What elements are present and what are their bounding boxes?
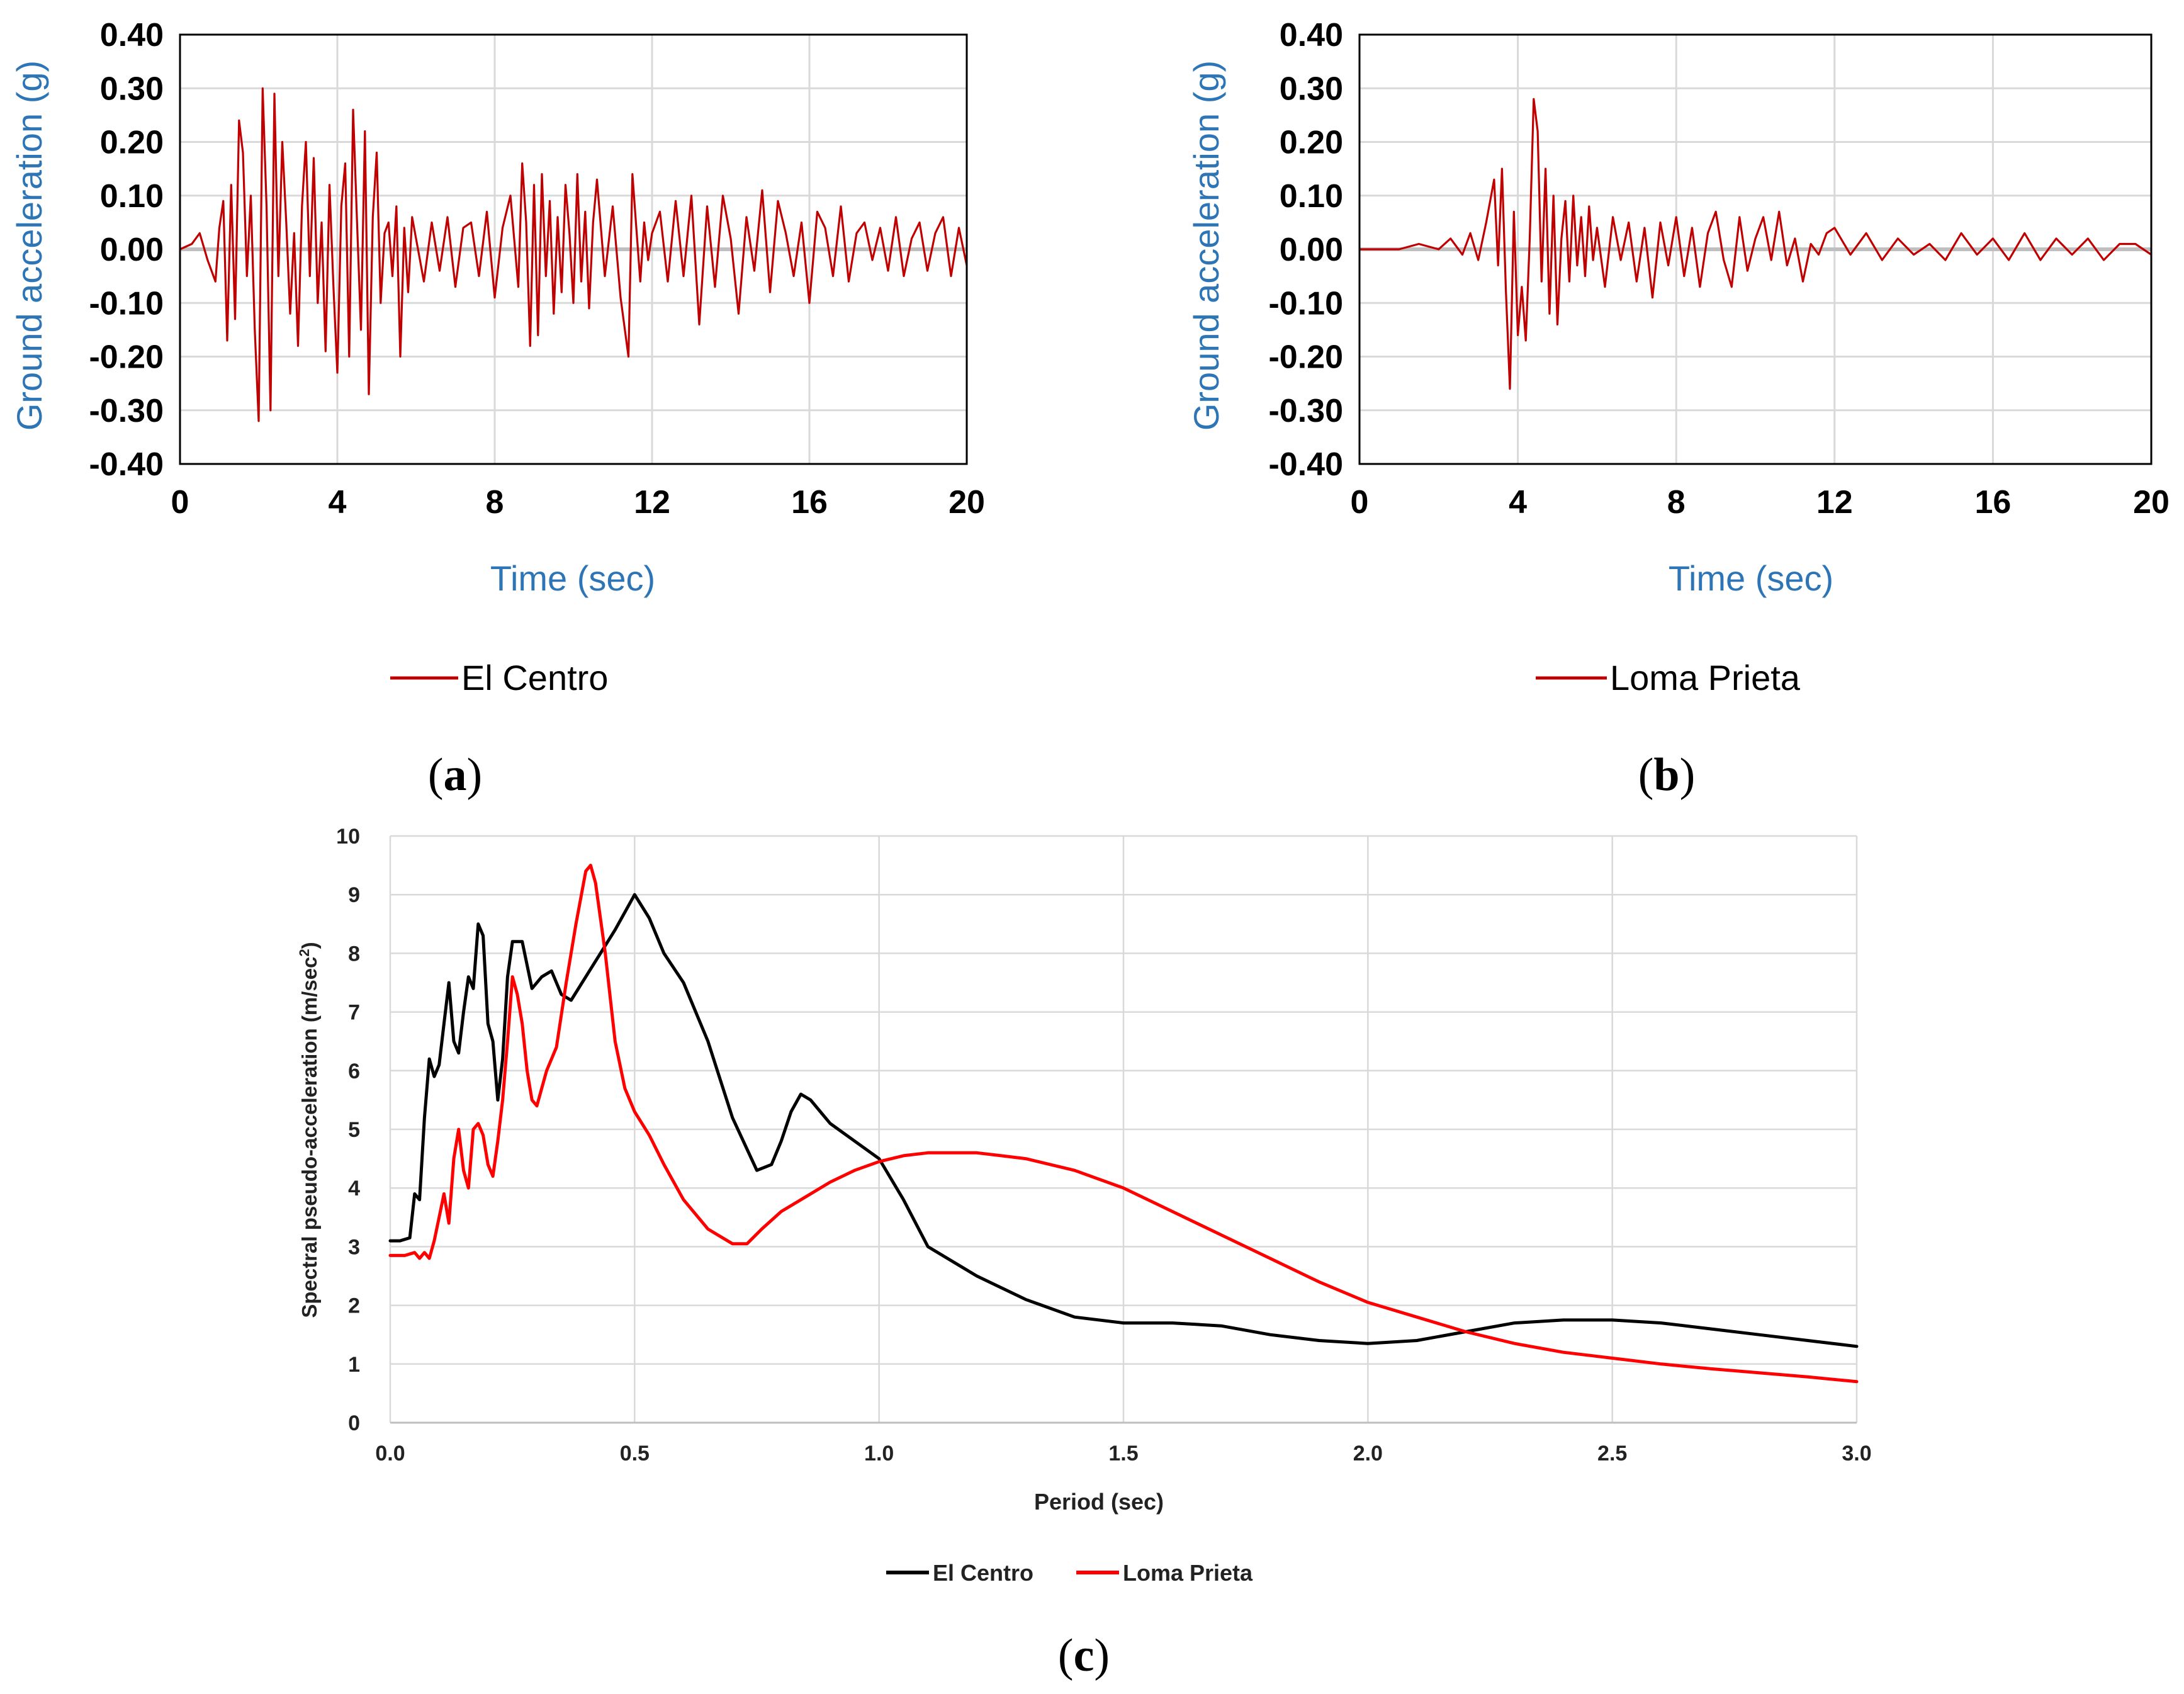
y-tick-label: -0.20 — [89, 339, 164, 376]
x-tick-label: 16 — [1974, 484, 2011, 521]
panel-b-series — [1358, 98, 2153, 390]
y-tick-label: 7 — [348, 1001, 360, 1025]
y-tick-label: -0.10 — [1268, 285, 1343, 322]
x-tick-label: 0.5 — [620, 1442, 650, 1465]
panel-b-label-letter: b — [1653, 749, 1679, 801]
y-tick-label: -0.40 — [89, 446, 164, 483]
y-tick-label: -0.30 — [89, 393, 164, 429]
y-tick-label: 8 — [348, 942, 360, 966]
x-tick-label: 2.0 — [1353, 1442, 1383, 1465]
x-tick-label: 4 — [329, 484, 347, 521]
panel-b-y-tick-labels: 0.40 0.30 0.20 0.10 0.00 -0.10 -0.20 -0.30 -0.40 — [1268, 17, 1343, 483]
legend-label-el-centro-a: El Centro — [461, 658, 608, 697]
y-tick-label: 0.40 — [1280, 17, 1343, 54]
panel-c-y-axis-title-end: ) — [298, 942, 321, 949]
y-tick-label: 0.40 — [100, 17, 164, 54]
panel-a-plot-frame — [179, 33, 968, 465]
panel-a-series — [179, 87, 968, 422]
panel-b-x-axis-title: Time (sec) — [1669, 558, 1833, 598]
panel-c-label: (c) — [1058, 1630, 1110, 1681]
y-tick-label: 0.00 — [100, 232, 164, 268]
x-tick-label: 20 — [948, 484, 985, 521]
x-tick-label: 12 — [634, 484, 670, 521]
y-tick-label: -0.30 — [1268, 393, 1343, 429]
panel-a-label-letter: a — [444, 749, 467, 801]
x-tick-label: 0.0 — [375, 1442, 405, 1465]
y-tick-label: 0.10 — [100, 178, 164, 215]
legend-label-loma-prieta-b: Loma Prieta — [1610, 658, 1801, 697]
y-tick-label: 4 — [348, 1177, 360, 1200]
x-tick-label: 20 — [2133, 484, 2170, 521]
series-line-el-centro — [179, 87, 968, 422]
panel-c-y-axis-title: Spectral pseudo-acceleration (m/sec2) — [296, 942, 321, 1318]
y-tick-label: 0.10 — [1280, 178, 1343, 215]
y-tick-label: 0.30 — [1280, 71, 1343, 107]
y-tick-label: -0.10 — [89, 285, 164, 322]
y-tick-label: 0 — [348, 1411, 360, 1435]
series-line-loma-prieta — [388, 864, 1859, 1384]
y-tick-label: 0.30 — [100, 71, 164, 107]
y-tick-label: 9 — [348, 883, 360, 907]
panel-c-legend: El Centro Loma Prieta — [886, 1560, 1253, 1586]
y-tick-label: 6 — [348, 1059, 360, 1083]
x-tick-label: 4 — [1509, 484, 1527, 521]
y-tick-label: 3 — [348, 1235, 360, 1259]
x-tick-label: 16 — [791, 484, 828, 521]
y-tick-label: 1 — [348, 1353, 360, 1377]
series-line-el-centro — [388, 893, 1859, 1348]
panel-b-label: (b) — [1638, 749, 1695, 801]
panel-a-label: (a) — [428, 749, 482, 801]
panel-a-y-tick-labels: 0.40 0.30 0.20 0.10 0.00 -0.10 -0.20 -0.30 -0.40 — [89, 17, 164, 483]
panel-c-x-axis-title: Period (sec) — [1034, 1489, 1164, 1515]
y-tick-label: 0.20 — [100, 125, 164, 161]
y-tick-label: 0.00 — [1280, 232, 1343, 268]
panel-a-x-tick-labels: 0 4 8 12 16 20 — [171, 484, 985, 521]
x-tick-label: 8 — [1667, 484, 1686, 521]
panel-c-y-axis-title-sup: 2 — [296, 949, 312, 956]
panel-a: 0.40 0.30 0.20 0.10 0.00 -0.10 -0.20 -0.30 -0.40… — [9, 17, 985, 801]
series-line-loma-prieta — [1358, 98, 2153, 390]
x-tick-label: 2.5 — [1597, 1442, 1627, 1465]
y-tick-label: -0.40 — [1268, 446, 1343, 483]
panel-a-y-axis-title: Ground acceleration (g) — [9, 60, 49, 431]
x-tick-label: 3.0 — [1842, 1442, 1871, 1465]
x-tick-label: 8 — [486, 484, 504, 521]
x-tick-label: 0 — [171, 484, 189, 521]
x-tick-label: 12 — [1816, 484, 1853, 521]
panel-c-y-axis-title-text: Spectral pseudo-acceleration (m/sec — [298, 957, 321, 1318]
y-tick-label: 0.20 — [1280, 125, 1343, 161]
panel-b-y-axis-title: Ground acceleration (g) — [1186, 60, 1226, 431]
panel-b: 0.40 0.30 0.20 0.10 0.00 -0.10 -0.20 -0.30 -0.40… — [1186, 17, 2170, 801]
panel-c-series — [388, 864, 1859, 1384]
legend-label-loma-prieta-c: Loma Prieta — [1123, 1560, 1253, 1586]
panel-b-legend: Loma Prieta — [1536, 658, 1801, 697]
x-tick-label: 1.0 — [864, 1442, 894, 1465]
y-tick-label: -0.20 — [1268, 339, 1343, 376]
legend-label-el-centro-c: El Centro — [933, 1560, 1033, 1586]
x-tick-label: 1.5 — [1108, 1442, 1138, 1465]
panel-c-label-letter: c — [1074, 1630, 1095, 1681]
y-tick-label: 5 — [348, 1118, 360, 1142]
panel-c-gridlines — [389, 835, 1858, 1424]
panel-b-x-tick-labels: 0 4 8 12 16 20 — [1351, 484, 2170, 521]
panel-c-x-tick-labels: 0.0 0.5 1.0 1.5 2.0 2.5 3.0 — [375, 1442, 1871, 1465]
y-tick-label: 10 — [336, 825, 360, 849]
panel-a-x-axis-title: Time (sec) — [490, 558, 655, 598]
panel-b-plot-frame — [1358, 33, 2153, 465]
panel-a-legend: El Centro — [390, 658, 608, 697]
x-tick-label: 0 — [1351, 484, 1369, 521]
y-tick-label: 2 — [348, 1294, 360, 1318]
